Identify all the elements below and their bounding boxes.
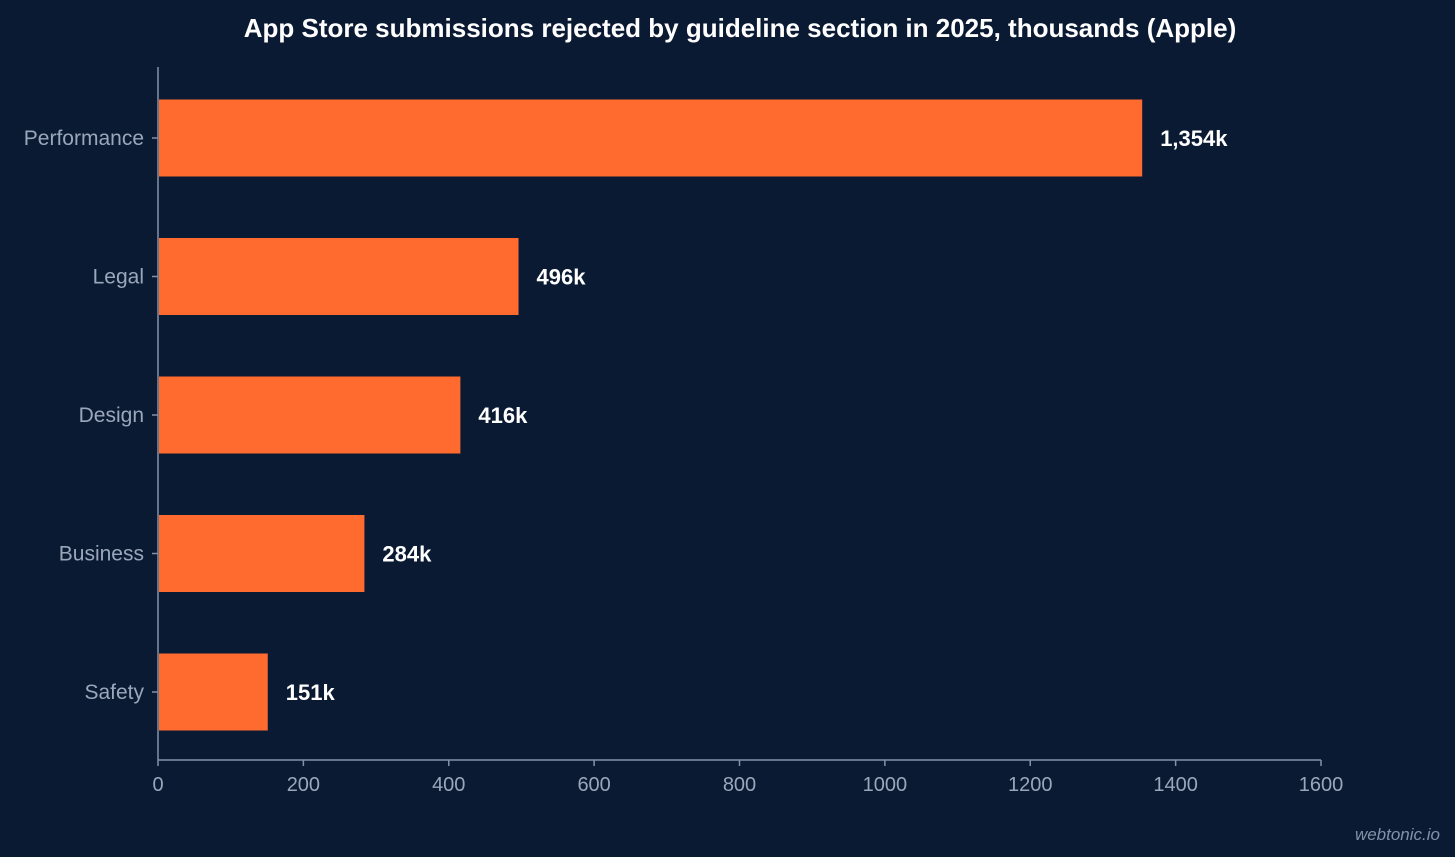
bar — [159, 238, 519, 315]
bar — [159, 653, 268, 731]
watermark: webtonic.io — [1355, 825, 1440, 844]
x-tick-label: 1200 — [1008, 774, 1053, 796]
bar — [159, 99, 1143, 177]
x-tick-label: 400 — [432, 774, 465, 796]
category-label: Legal — [93, 266, 144, 289]
value-label: 151k — [286, 680, 336, 705]
bars-layer: 1,354k 496k 416k 284k 151k — [159, 99, 1228, 731]
value-label: 284k — [382, 542, 432, 567]
x-tick-label: 1600 — [1299, 774, 1344, 796]
bar — [159, 515, 365, 592]
category-label: Performance — [24, 127, 144, 150]
value-label: 496k — [537, 265, 587, 290]
chart-title: App Store submissions rejected by guidel… — [244, 13, 1237, 43]
x-tick-label: 1000 — [863, 774, 908, 796]
axes-layer: 0 200 400 600 800 1000 1200 1400 1600 Performance… — [24, 67, 1343, 796]
x-tick-label: 800 — [723, 774, 756, 796]
x-tick-label: 1400 — [1153, 774, 1198, 796]
category-label: Business — [59, 543, 144, 566]
x-tick-label: 0 — [152, 774, 163, 796]
bar — [159, 376, 461, 454]
value-label: 416k — [478, 403, 528, 428]
category-label: Safety — [84, 681, 144, 704]
x-tick-label: 600 — [577, 774, 610, 796]
category-label: Design — [79, 404, 144, 427]
x-tick-label: 200 — [287, 774, 320, 796]
value-label: 1,354k — [1160, 126, 1228, 151]
